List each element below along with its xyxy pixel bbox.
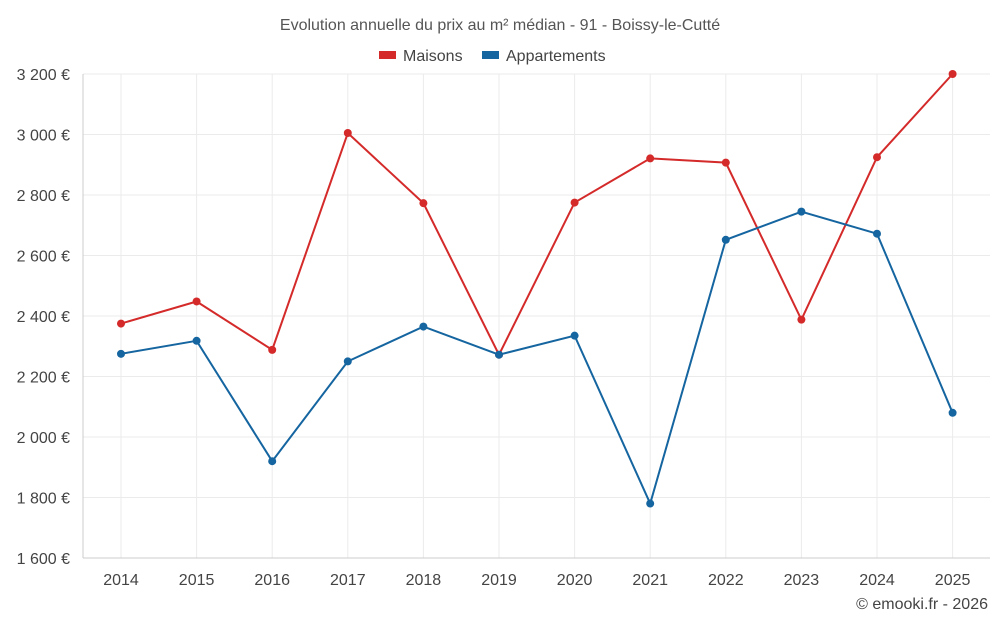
x-tick-label: 2024 (859, 572, 895, 589)
data-point-maisons (343, 128, 352, 137)
grid (83, 73, 990, 559)
y-tick-label: 2 600 € (17, 249, 70, 266)
data-point-maisons (797, 315, 806, 324)
data-point-appartements (646, 499, 655, 508)
x-tick-label: 2021 (632, 572, 668, 589)
data-point-appartements (343, 357, 352, 366)
data-point-maisons (948, 70, 957, 78)
data-point-appartements (948, 408, 957, 417)
series-layer (117, 70, 957, 508)
credit-text: © emooki.fr - 2026 (856, 596, 988, 613)
data-point-appartements (570, 331, 579, 340)
data-point-maisons (570, 198, 579, 207)
data-point-appartements (268, 457, 277, 466)
y-tick-label: 1 600 € (17, 551, 70, 568)
x-tick-label: 2019 (481, 572, 517, 589)
x-tick-label: 2017 (330, 572, 366, 589)
y-tick-label: 2 800 € (17, 188, 70, 205)
legend-label-appartements: Appartements (506, 48, 606, 65)
series-line-appartements (120, 210, 954, 507)
data-point-appartements (495, 350, 503, 359)
x-tick-label: 2016 (254, 572, 290, 589)
series-line-maisons (120, 73, 954, 357)
legend-swatch-appartements (482, 51, 499, 59)
data-point-maisons (873, 153, 881, 162)
data-point-maisons (419, 199, 428, 208)
x-tick-label: 2025 (935, 572, 971, 589)
data-point-appartements (117, 349, 125, 358)
y-tick-label: 2 000 € (17, 430, 70, 447)
x-tick-label: 2014 (103, 572, 139, 589)
x-tick-label: 2023 (784, 572, 820, 589)
y-tick-label: 3 000 € (17, 128, 70, 145)
data-point-appartements (721, 235, 730, 244)
y-tick-label: 3 200 € (17, 67, 70, 84)
axes: 1 600 € 1 800 € 2 000 € 2 200 € 2 400 € 2 600… (17, 67, 990, 589)
legend-label-maisons: Maisons (403, 48, 463, 65)
data-point-appartements (797, 207, 806, 216)
y-tick-label: 2 400 € (17, 309, 70, 326)
y-tick-label: 1 800 € (17, 491, 70, 508)
data-point-maisons (268, 345, 277, 354)
data-point-appartements (873, 229, 881, 238)
data-point-maisons (192, 297, 201, 306)
data-point-maisons (117, 319, 125, 328)
x-tick-label: 2022 (708, 572, 744, 589)
x-tick-label: 2015 (179, 572, 215, 589)
x-tick-label: 2020 (557, 572, 593, 589)
x-tick-label: 2018 (406, 572, 442, 589)
data-point-maisons (721, 158, 730, 167)
data-point-appartements (419, 322, 428, 331)
data-point-maisons (646, 154, 655, 163)
legend-swatch-maisons (379, 51, 396, 59)
legend: Maisons Appartements (379, 48, 606, 65)
y-tick-label: 2 200 € (17, 370, 70, 387)
chart-title: Evolution annuelle du prix au m² médian … (280, 17, 720, 34)
data-point-appartements (192, 336, 201, 345)
